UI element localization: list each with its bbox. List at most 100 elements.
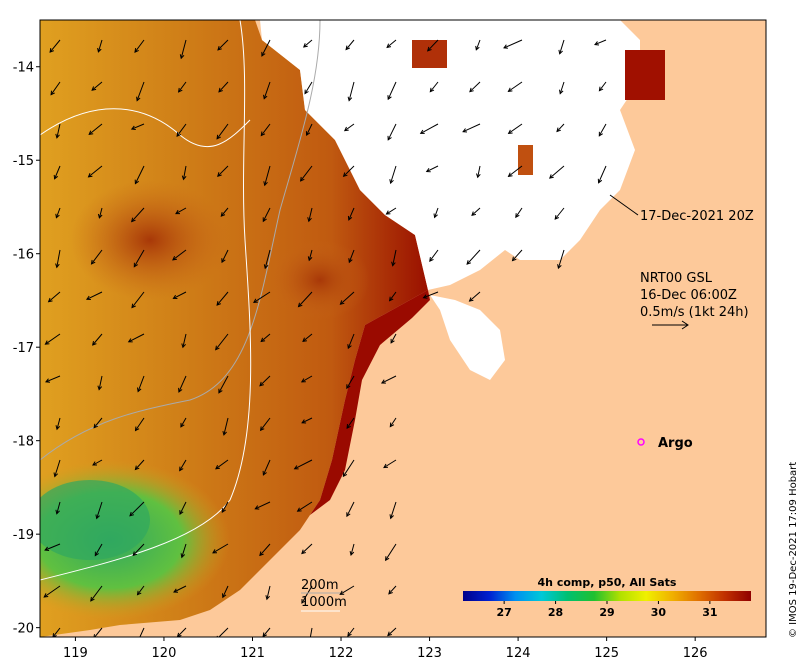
current-arrow-head [598,131,603,137]
current-arrow-head [179,54,185,60]
y-tick-label: -17 [13,341,34,356]
current-arrow-head [90,259,96,265]
current-arrow [462,123,481,133]
current-arrow-head [55,133,60,139]
x-tick-label: 126 [683,646,708,661]
current-arrow [598,123,607,137]
current-arrow [91,249,103,265]
current-arrow-head [339,590,345,595]
current-arrow [183,165,187,180]
current-arrow [426,165,439,173]
scale-arrow [652,320,689,330]
x-axis: 119 120 121 122 123 124 125 126 [63,637,708,661]
current-arrow [220,207,229,217]
current-arrow [98,375,103,390]
current-arrow [218,81,229,93]
plot-area [40,20,766,643]
current-arrow [390,501,397,519]
current-arrow [176,123,187,137]
current-arrow-head [466,260,472,265]
current-arrow [50,81,61,95]
current-arrow-head [380,379,386,384]
current-arrow-head [97,47,102,53]
current-arrow [386,39,397,48]
current-arrow-head [259,551,264,557]
current-arrow-head [302,337,307,343]
sst-time-pointer [609,194,639,216]
current-arrow [343,165,355,177]
current-arrow [339,585,355,595]
current-arrow [134,39,145,53]
current-arrow [301,417,313,424]
current-arrow [49,39,61,53]
current-arrow [308,249,313,261]
current-arrow-head [387,631,392,637]
current-arrow-head [300,378,306,383]
current-arrow-head [299,176,305,182]
current-arrow [350,543,355,556]
current-arrow [259,543,271,556]
current-arrow [387,81,397,100]
current-arrow [253,291,271,303]
current-arrow-head [97,213,103,219]
current-arrow-head [95,514,100,520]
current-arrow-head [389,422,395,428]
current-arrow [52,627,61,637]
current-arrow-head [87,173,93,178]
current-arrow [427,39,439,52]
isobath-200m [40,20,321,461]
current-arrow [135,417,145,431]
current-arrow-head [253,298,258,303]
current-arrow-head [97,385,103,391]
y-axis: -14 -15 -16 -17 -18 -19 -20 [13,61,40,637]
current-arrow [346,375,355,389]
current-arrow [131,291,145,308]
current-arrow-head [343,126,349,132]
current-arrow-head [422,294,428,299]
current-arrow-head [53,174,59,180]
current-arrow-head [92,461,97,466]
current-arrow [301,585,313,604]
current-arrow-head [429,257,434,262]
current-arrow-head [215,464,220,470]
current-arrow-head [556,127,561,133]
current-arrow [92,459,103,466]
current-arrow [554,207,565,220]
current-arrow [91,81,103,91]
current-arrow [340,291,355,305]
current-arrow-head [346,424,351,429]
current-arrow-head [308,639,312,643]
current-arrow [342,459,355,477]
current-arrow [90,585,103,602]
warm-coastal-band [310,290,430,515]
current-arrow-head [85,295,91,300]
current-arrow [217,39,229,51]
current-arrow-head [347,631,352,637]
current-arrow-head [131,217,136,223]
current-arrow [260,333,271,342]
current-arrow [259,375,271,387]
current-arrow [429,81,439,93]
current-arrow [139,627,145,637]
current-arrows [43,39,607,643]
colorbar-tick-label: 31 [702,606,717,619]
current-arrow-head [347,96,353,102]
current-arrow-head [347,344,352,350]
current-arrow-head [127,338,133,343]
colorbar-bar [463,591,751,601]
current-arrow-head [260,131,266,137]
current-arrow [221,249,229,263]
current-arrow-head [389,179,394,185]
current-arrow [264,165,271,186]
current-time-label: 16-Dec 06:00Z [640,288,737,303]
current-arrow-head [307,217,312,223]
cloud-mask [260,20,640,290]
current-arrow [128,333,145,343]
current-arrow-head [262,632,267,637]
current-arrow-head [387,95,392,101]
current-arrow-head [511,256,517,262]
current-arrow-head [55,263,60,269]
current-arrow-head [218,87,223,93]
current-arrow-head [259,426,265,432]
y-tick-label: -20 [13,622,34,637]
